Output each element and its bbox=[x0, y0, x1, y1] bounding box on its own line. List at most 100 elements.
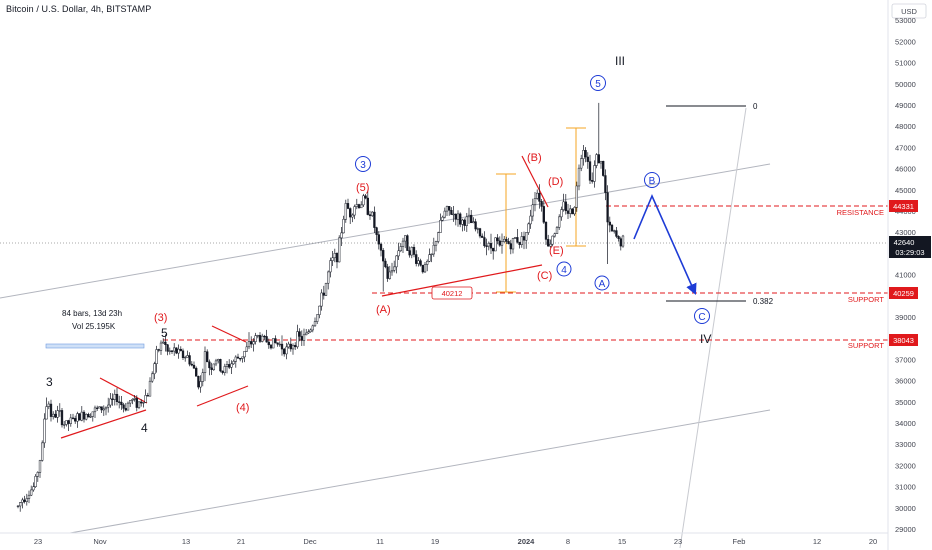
candle-body bbox=[298, 331, 301, 337]
candle-body bbox=[619, 238, 622, 247]
candle-body bbox=[67, 420, 70, 424]
candle-body bbox=[309, 329, 312, 333]
candle-body bbox=[47, 403, 50, 407]
price-tick-label: 49000 bbox=[895, 101, 916, 110]
candle-body bbox=[80, 411, 83, 421]
candle-body bbox=[184, 356, 187, 359]
price-tick-label: 45000 bbox=[895, 186, 916, 195]
candles bbox=[16, 102, 625, 512]
price-axis[interactable]: USD 29000 30000 31000 32000 33000 34000 35000 3… bbox=[887, 0, 932, 550]
candle-body bbox=[525, 232, 528, 241]
channel-upper-line[interactable] bbox=[0, 163, 771, 299]
candle-body bbox=[584, 150, 587, 158]
candle-body bbox=[276, 342, 279, 345]
current-price-badge bbox=[889, 236, 931, 258]
candle-body bbox=[516, 237, 519, 243]
candle-body bbox=[518, 241, 521, 245]
wave-label-r4: (4) bbox=[236, 402, 249, 414]
candle-body bbox=[366, 197, 369, 215]
candle-body bbox=[390, 270, 394, 273]
wave4-flag-top[interactable] bbox=[211, 325, 247, 343]
wave3-flag-bottom[interactable] bbox=[60, 409, 147, 439]
candle-body bbox=[514, 237, 517, 239]
candle-body bbox=[78, 413, 81, 421]
price-tick-label: 34000 bbox=[895, 419, 916, 428]
candle-body bbox=[45, 406, 48, 420]
price-tick-label: 51000 bbox=[895, 59, 916, 68]
candle-body bbox=[241, 356, 244, 359]
candle-body bbox=[131, 399, 134, 401]
candle-body bbox=[96, 407, 99, 409]
time-tick-label: 19 bbox=[431, 537, 439, 546]
price-box-40212[interactable] bbox=[431, 286, 473, 300]
candle-body bbox=[74, 418, 77, 422]
candle-body bbox=[93, 407, 97, 413]
fib-trend-line[interactable] bbox=[679, 107, 747, 549]
candle-body bbox=[133, 398, 136, 400]
candle-body bbox=[267, 341, 270, 346]
time-tick-label: 11 bbox=[376, 537, 384, 546]
candle-body bbox=[21, 499, 24, 503]
wave4-flag-bottom[interactable] bbox=[196, 385, 249, 407]
candle-body bbox=[162, 341, 165, 344]
candle-body bbox=[27, 494, 31, 499]
candle-body bbox=[496, 237, 499, 242]
candle-body bbox=[228, 364, 231, 368]
time-axis[interactable]: 23 Nov 13 21 Dec 11 19 2024 8 15 23 Feb 12 20 bbox=[0, 532, 888, 546]
candle-body bbox=[597, 154, 600, 164]
candle-body bbox=[474, 221, 477, 230]
wave-circle-A bbox=[594, 275, 610, 291]
candle-body bbox=[379, 243, 383, 251]
price-tick-label: 52000 bbox=[895, 37, 916, 46]
price-tick-label: 48000 bbox=[895, 122, 916, 131]
candle-body bbox=[52, 413, 55, 417]
triangle-lower-line[interactable] bbox=[381, 264, 543, 297]
price-tick-label: 43000 bbox=[895, 228, 916, 237]
time-tick-label: 8 bbox=[566, 537, 570, 546]
measure-box[interactable] bbox=[45, 343, 145, 349]
measure-bars-label: 84 bars, 13d 23h bbox=[62, 309, 122, 318]
candle-body bbox=[104, 406, 108, 410]
candle-body bbox=[272, 338, 275, 349]
candle-body bbox=[417, 260, 420, 264]
orange-range-1[interactable] bbox=[496, 173, 516, 293]
candle-body bbox=[544, 221, 548, 240]
candle-body bbox=[82, 411, 86, 420]
candle-body bbox=[430, 253, 433, 256]
candle-body bbox=[542, 206, 545, 223]
candle-body bbox=[69, 417, 72, 424]
candle-body bbox=[346, 203, 350, 209]
triangle-upper-line[interactable] bbox=[521, 155, 549, 208]
channel-lower-line[interactable] bbox=[69, 409, 771, 534]
wave3-flag-top[interactable] bbox=[99, 377, 148, 404]
candle-body bbox=[188, 355, 191, 365]
price-box-label: 40212 bbox=[442, 289, 463, 298]
candle-body bbox=[58, 410, 61, 412]
candle-body bbox=[549, 243, 552, 247]
candle-body bbox=[36, 472, 39, 477]
candle-body bbox=[109, 398, 112, 406]
candle-body bbox=[179, 348, 182, 352]
candle-body bbox=[599, 160, 603, 164]
candle-body bbox=[410, 247, 413, 256]
candle-body bbox=[296, 331, 299, 348]
candle-body bbox=[580, 158, 583, 169]
candle-body bbox=[393, 266, 396, 271]
candle-body bbox=[263, 335, 266, 338]
candle-body bbox=[157, 349, 160, 351]
price-tick-label: 30000 bbox=[895, 504, 916, 513]
candle-body bbox=[419, 260, 422, 266]
support-badge-1-text: 40259 bbox=[893, 289, 914, 298]
wave-label-bB: B bbox=[649, 176, 656, 187]
candle-body bbox=[602, 160, 605, 176]
projection-path[interactable] bbox=[633, 193, 697, 296]
candle-body bbox=[168, 350, 171, 352]
wave-circle-B bbox=[644, 172, 660, 188]
candle-body bbox=[470, 214, 473, 224]
candle-body bbox=[364, 195, 367, 199]
time-tick-label: 23 bbox=[674, 537, 682, 546]
candle-body bbox=[520, 236, 523, 245]
candle-body bbox=[494, 237, 497, 252]
candle-body bbox=[197, 376, 200, 388]
